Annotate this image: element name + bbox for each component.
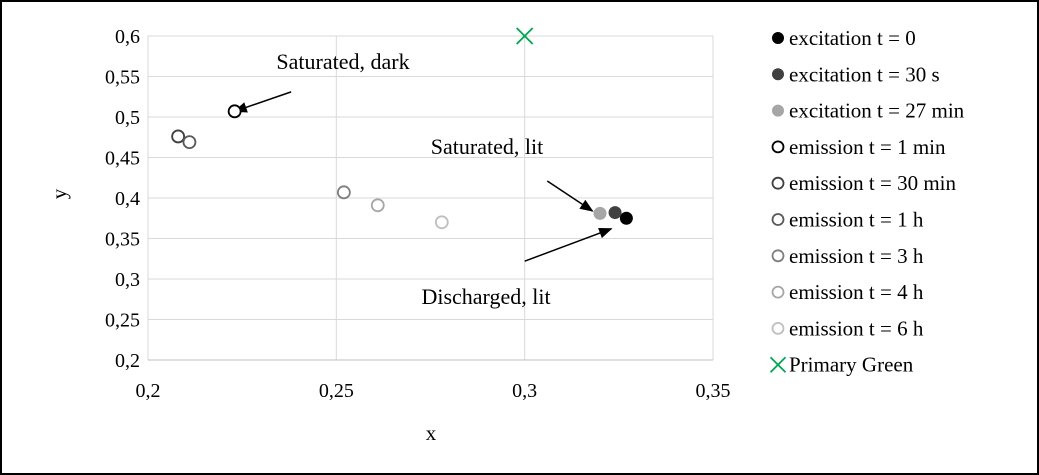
annotation-arrow [233,91,292,113]
legend-label: emission t = 6 h [789,316,924,340]
y-tick-label: 0,5 [115,107,140,129]
legend-marker [771,321,785,335]
x-axis-title: x [426,421,437,445]
x-tick-label: 0,3 [512,380,537,402]
legend-marker [772,68,784,81]
legend-label: excitation t = 0 [789,26,916,50]
annotation-arrow [546,180,594,212]
legend-item: emission t = 1 h [771,208,924,232]
data-point [619,211,633,225]
axes: 0,2 0,25 0,3 0,35 0,4 0,45 0,5 0,55 0,6 0,2 0,25 0,… [105,26,731,402]
y-tick-label: 0,25 [105,310,140,332]
y-axis-title: y [47,188,71,199]
x-tick-label: 0,2 [136,380,161,402]
legend-label: emission t = 3 h [789,244,924,268]
legend-marker [771,176,785,190]
y-tick-label: 0,3 [115,269,140,291]
y-tick-label: 0,2 [115,350,140,372]
legend-label: excitation t = 30 s [789,62,940,86]
data-point [182,135,197,150]
legend-marker [771,249,785,263]
y-tick-label: 0,45 [105,148,140,170]
annotation-arrow [524,227,613,262]
legend-label: emission t = 30 min [789,171,957,195]
legend-item: excitation t = 0 [772,26,916,50]
legend-label: Primary Green [789,353,914,377]
legend-marker [771,285,785,299]
data-point [370,198,385,213]
legend-item: Primary Green [769,353,914,377]
data-points [171,27,633,230]
legend-item: emission t = 3 h [771,244,924,268]
data-point [336,185,351,200]
legend-item: excitation t = 27 min [772,99,965,123]
legend-item: emission t = 4 h [771,280,924,304]
x-marker-stroke [516,27,534,45]
x-tick-label: 0,25 [319,380,354,402]
annotation-label: Saturated, dark [276,49,409,74]
legend-item: excitation t = 30 s [772,62,940,86]
legend-marker [771,213,785,226]
data-point [434,215,449,230]
y-tick-label: 0,4 [115,188,140,210]
legend-marker [772,32,784,44]
y-tick-label: 0,55 [105,67,140,89]
legend-label: emission t = 1 h [789,208,924,232]
legend-item: emission t = 30 min [771,171,957,195]
legend-label: emission t = 4 h [789,280,924,304]
annotation-label: Saturated, lit [431,134,543,159]
legend: excitation t = 0 excitation t = 30 s excit… [769,26,965,377]
y-tick-label: 0,6 [115,26,140,48]
data-point [516,27,534,45]
gridlines [147,35,714,361]
annotation-label: Discharged, lit [421,284,550,309]
x-marker-stroke [769,356,787,373]
legend-marker [769,356,787,373]
legend-marker [771,140,785,154]
legend-item: emission t = 1 min [771,135,946,159]
x-tick-label: 0,35 [696,380,731,402]
data-point [171,129,186,144]
data-point [593,206,607,220]
legend-label: emission t = 1 min [789,135,946,159]
annotations: Saturated, dark Saturated, lit Discharged,… [233,49,613,309]
data-point [227,104,242,119]
legend-item: emission t = 6 h [771,316,924,340]
legend-label: excitation t = 27 min [789,99,965,123]
y-tick-label: 0,35 [105,229,140,251]
legend-marker [772,104,784,117]
data-point [608,206,622,220]
